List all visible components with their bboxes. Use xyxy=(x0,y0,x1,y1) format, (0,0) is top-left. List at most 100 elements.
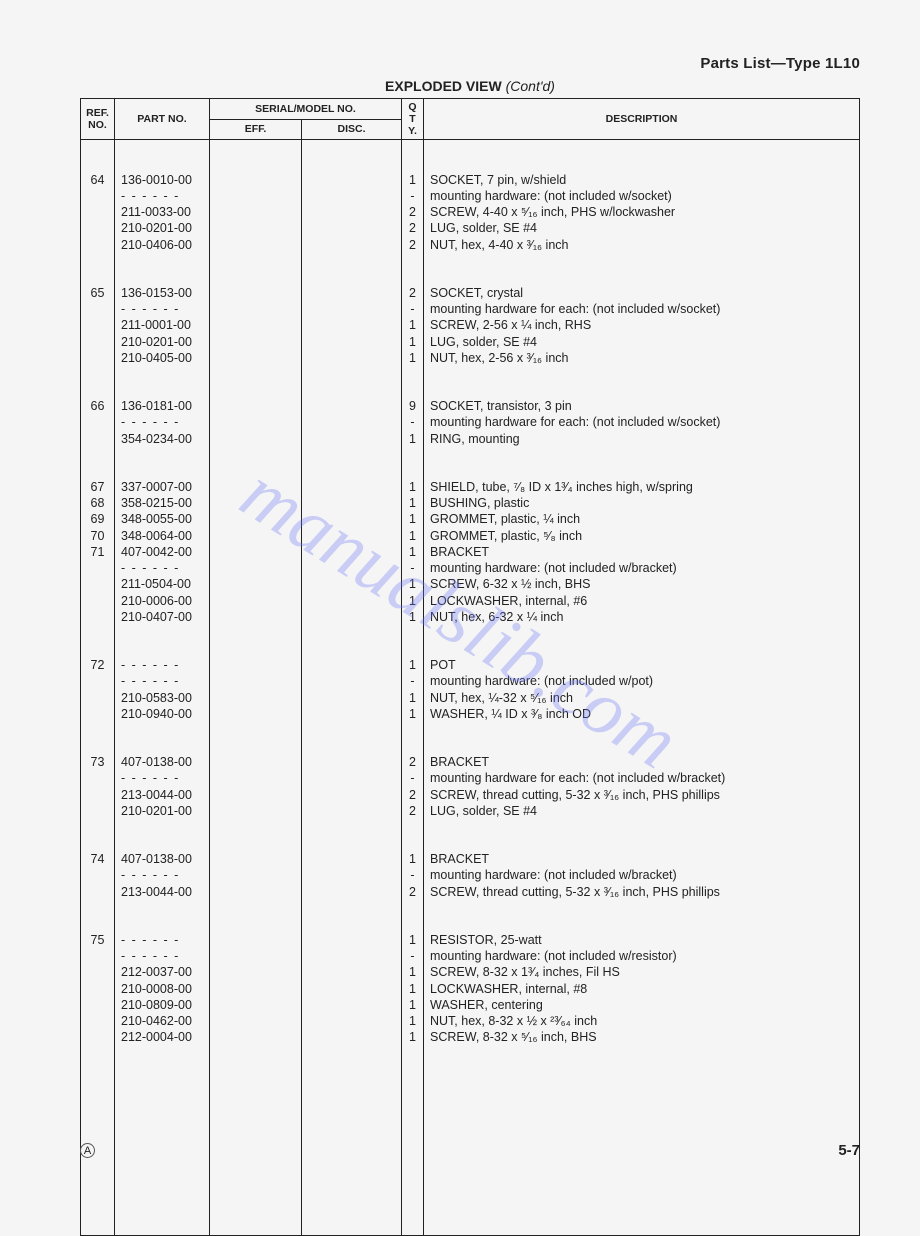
table-row: 210-0583-001NUT, hex, ¼-32 x ⁵⁄₁₆ inch xyxy=(81,690,860,706)
cell-disc xyxy=(302,754,402,770)
cell-qty: - xyxy=(402,301,424,317)
cell-eff xyxy=(210,803,302,819)
cell-part: 348-0064-00 xyxy=(115,528,210,544)
table-row: 212-0037-001SCREW, 8-32 x 1³⁄₄ inches, F… xyxy=(81,964,860,980)
cell-qty: 1 xyxy=(402,997,424,1013)
col-ref: REF. NO. xyxy=(81,99,115,140)
cell-ref xyxy=(81,188,115,204)
cell-desc: BUSHING, plastic xyxy=(424,495,860,511)
cell-ref xyxy=(81,803,115,819)
cell-desc: SOCKET, 7 pin, w/shield xyxy=(424,172,860,188)
cell-eff xyxy=(210,188,302,204)
cell-eff xyxy=(210,511,302,527)
cell-qty: 1 xyxy=(402,431,424,447)
cell-desc: LOCKWASHER, internal, #8 xyxy=(424,981,860,997)
cell-eff xyxy=(210,237,302,253)
table-row: 210-0201-002LUG, solder, SE #4 xyxy=(81,803,860,819)
page-number: 5-7 xyxy=(838,1142,860,1159)
cell-ref: 64 xyxy=(81,172,115,188)
cell-ref: 74 xyxy=(81,851,115,867)
table-row: 210-0201-001LUG, solder, SE #4 xyxy=(81,334,860,350)
cell-desc: GROMMET, plastic, ¼ inch xyxy=(424,511,860,527)
cell-desc: NUT, hex, 6-32 x ¼ inch xyxy=(424,609,860,625)
cell-desc: SOCKET, crystal xyxy=(424,285,860,301)
cell-qty: 1 xyxy=(402,317,424,333)
cell-ref xyxy=(81,1029,115,1045)
cell-disc xyxy=(302,867,402,883)
cell-eff xyxy=(210,172,302,188)
table-row xyxy=(81,722,860,754)
cell-eff xyxy=(210,867,302,883)
table-row: 210-0406-002NUT, hex, 4-40 x ³⁄₁₆ inch xyxy=(81,237,860,253)
cell-eff xyxy=(210,495,302,511)
table-row: 74407-0138-001BRACKET xyxy=(81,851,860,867)
table-row: - - - - - --mounting hardware: (not incl… xyxy=(81,867,860,883)
cell-qty: 1 xyxy=(402,1013,424,1029)
cell-eff xyxy=(210,431,302,447)
cell-desc: POT xyxy=(424,657,860,673)
cell-disc xyxy=(302,803,402,819)
cell-desc: NUT, hex, 2-56 x ³⁄₁₆ inch xyxy=(424,350,860,366)
cell-part: 210-0940-00 xyxy=(115,706,210,722)
table-row: 213-0044-002SCREW, thread cutting, 5-32 … xyxy=(81,787,860,803)
cell-eff xyxy=(210,981,302,997)
table-row: 212-0004-001SCREW, 8-32 x ⁵⁄₁₆ inch, BHS xyxy=(81,1029,860,1045)
cell-desc: mounting hardware for each: (not include… xyxy=(424,770,860,786)
cell-disc xyxy=(302,220,402,236)
cell-desc: BRACKET xyxy=(424,544,860,560)
cell-ref xyxy=(81,350,115,366)
cell-ref xyxy=(81,609,115,625)
cell-ref: 69 xyxy=(81,511,115,527)
parts-table: REF. NO. PART NO. SERIAL/MODEL NO. Q T Y… xyxy=(80,98,860,1236)
cell-qty: 1 xyxy=(402,593,424,609)
cell-ref: 72 xyxy=(81,657,115,673)
cell-desc: SCREW, thread cutting, 5-32 x ³⁄₁₆ inch,… xyxy=(424,787,860,803)
cell-part: 210-0462-00 xyxy=(115,1013,210,1029)
cell-eff xyxy=(210,479,302,495)
cell-part: 337-0007-00 xyxy=(115,479,210,495)
table-row: 211-0001-001SCREW, 2-56 x ¼ inch, RHS xyxy=(81,317,860,333)
cell-qty: 2 xyxy=(402,787,424,803)
contd-text: (Cont'd) xyxy=(506,78,555,94)
cell-ref xyxy=(81,884,115,900)
cell-desc: mounting hardware for each: (not include… xyxy=(424,414,860,430)
cell-eff xyxy=(210,414,302,430)
cell-part: 354-0234-00 xyxy=(115,431,210,447)
cell-part: 210-0006-00 xyxy=(115,593,210,609)
cell-desc: WASHER, centering xyxy=(424,997,860,1013)
cell-disc xyxy=(302,673,402,689)
section-title: EXPLODED VIEW (Cont'd) xyxy=(80,78,860,94)
cell-qty: 1 xyxy=(402,528,424,544)
cell-eff xyxy=(210,301,302,317)
table-row: 69348-0055-001GROMMET, plastic, ¼ inch xyxy=(81,511,860,527)
cell-qty: 1 xyxy=(402,981,424,997)
page-footer: A 5-7 xyxy=(80,1142,860,1159)
table-row: 210-0462-001NUT, hex, 8-32 x ½ x ²³⁄₆₄ i… xyxy=(81,1013,860,1029)
table-row: 210-0008-001LOCKWASHER, internal, #8 xyxy=(81,981,860,997)
cell-disc xyxy=(302,997,402,1013)
cell-qty: 2 xyxy=(402,204,424,220)
cell-eff xyxy=(210,285,302,301)
table-row: 65136-0153-002SOCKET, crystal xyxy=(81,285,860,301)
table-row xyxy=(81,625,860,657)
cell-part: 210-0407-00 xyxy=(115,609,210,625)
cell-qty: - xyxy=(402,948,424,964)
cell-qty: 1 xyxy=(402,690,424,706)
cell-qty: 1 xyxy=(402,851,424,867)
cell-disc xyxy=(302,414,402,430)
cell-eff xyxy=(210,657,302,673)
cell-desc: RESISTOR, 25-watt xyxy=(424,932,860,948)
cell-eff xyxy=(210,334,302,350)
cell-ref xyxy=(81,1013,115,1029)
cell-qty: 2 xyxy=(402,237,424,253)
cell-desc: SCREW, thread cutting, 5-32 x ³⁄₁₆ inch,… xyxy=(424,884,860,900)
cell-ref xyxy=(81,204,115,220)
cell-disc xyxy=(302,609,402,625)
cell-part: 136-0181-00 xyxy=(115,398,210,414)
page-title: Parts List—Type 1L10 xyxy=(80,55,860,72)
cell-desc: LUG, solder, SE #4 xyxy=(424,334,860,350)
table-row: 210-0006-001LOCKWASHER, internal, #6 xyxy=(81,593,860,609)
cell-qty: 9 xyxy=(402,398,424,414)
cell-ref: 75 xyxy=(81,932,115,948)
cell-qty: 2 xyxy=(402,754,424,770)
